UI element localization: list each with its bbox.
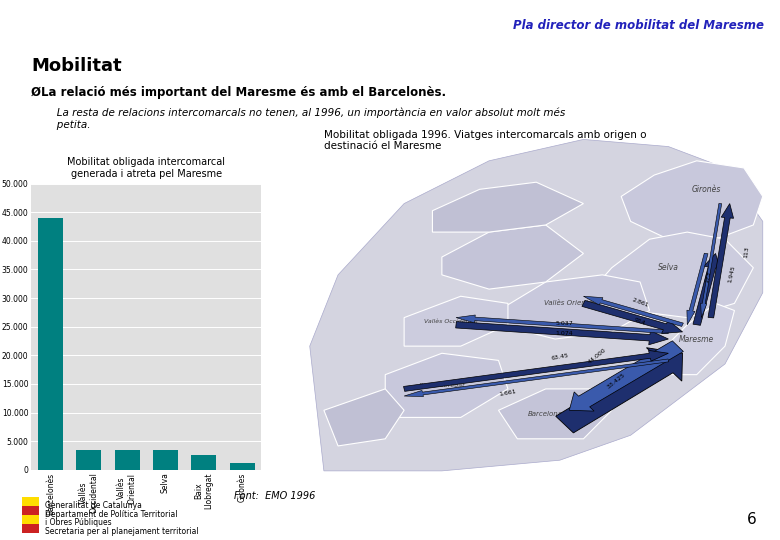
Text: 113: 113 <box>743 246 750 258</box>
Text: Font:  EMO 1996: Font: EMO 1996 <box>234 491 315 502</box>
FancyArrow shape <box>583 296 683 326</box>
FancyArrow shape <box>569 341 683 411</box>
FancyArrow shape <box>456 321 668 345</box>
Text: 1.074: 1.074 <box>555 332 573 336</box>
Bar <box>76 450 101 470</box>
Text: Mobilitat: Mobilitat <box>31 57 122 75</box>
Polygon shape <box>310 139 763 471</box>
FancyArrow shape <box>404 359 668 396</box>
Text: 1.945: 1.945 <box>728 265 736 283</box>
Polygon shape <box>404 296 508 346</box>
Polygon shape <box>324 389 404 446</box>
Text: 44.000: 44.000 <box>587 348 608 365</box>
Text: 63.45: 63.45 <box>551 353 569 361</box>
Polygon shape <box>432 182 583 232</box>
Polygon shape <box>593 232 753 318</box>
Polygon shape <box>659 303 735 375</box>
Bar <box>22 507 39 515</box>
Text: Mobilitat obligada 1996. Viatges intercomarcals amb origen o
destinació el Mares: Mobilitat obligada 1996. Viatges interco… <box>324 130 646 151</box>
Bar <box>38 218 63 470</box>
Bar <box>191 455 216 470</box>
Text: Maresme: Maresme <box>679 334 714 343</box>
Text: 173: 173 <box>705 271 712 283</box>
Polygon shape <box>498 389 612 439</box>
Bar <box>229 463 254 470</box>
FancyArrow shape <box>555 348 682 433</box>
Polygon shape <box>498 275 650 339</box>
Text: 33.425: 33.425 <box>606 373 626 390</box>
Text: Generalitat de Catalunya: Generalitat de Catalunya <box>45 501 142 510</box>
Text: 914: 914 <box>633 317 647 326</box>
Text: ØLa relació més important del Maresme és amb el Barcelonès.: ØLa relació més important del Maresme és… <box>31 86 446 99</box>
Text: Pla director de mobilitat del Maresme: Pla director de mobilitat del Maresme <box>513 19 764 32</box>
Bar <box>153 450 178 470</box>
Title: Mobilitat obligada intercomarcal
generada i atreta pel Maresme: Mobilitat obligada intercomarcal generad… <box>67 157 225 179</box>
Text: i Obres Públiques: i Obres Públiques <box>45 518 112 528</box>
Bar <box>115 450 140 470</box>
FancyArrow shape <box>582 300 682 333</box>
Polygon shape <box>621 161 763 239</box>
FancyArrow shape <box>693 253 720 325</box>
Polygon shape <box>385 353 508 417</box>
Bar <box>22 524 39 533</box>
FancyArrow shape <box>700 204 722 318</box>
Bar <box>22 497 39 507</box>
Text: Selva: Selva <box>658 263 679 272</box>
FancyArrow shape <box>708 204 733 318</box>
Text: Secretaria per al planejament territorial: Secretaria per al planejament territoria… <box>45 527 199 536</box>
Text: 6: 6 <box>747 511 757 526</box>
Text: Departament de Política Territorial: Departament de Política Territorial <box>45 510 178 519</box>
Text: 1.661: 1.661 <box>499 389 517 397</box>
Text: Vallès Oriental: Vallès Oriental <box>544 300 594 306</box>
FancyArrow shape <box>403 350 668 392</box>
Text: Gironès: Gironès <box>691 185 721 194</box>
Text: Barcelona: Barcelona <box>528 411 563 417</box>
Text: 5.037: 5.037 <box>555 321 573 326</box>
Bar <box>22 515 39 524</box>
Text: Vallès Occidental: Vallès Occidental <box>424 319 478 323</box>
Text: 2.861: 2.861 <box>631 297 649 308</box>
Polygon shape <box>441 225 583 289</box>
FancyArrow shape <box>456 315 668 334</box>
FancyArrow shape <box>687 253 708 325</box>
Text: La resta de relacions intercomarcals no tenen, al 1996, un importància en valor : La resta de relacions intercomarcals no … <box>47 108 565 130</box>
Text: Baix Llobregat: Baix Llobregat <box>419 383 465 388</box>
